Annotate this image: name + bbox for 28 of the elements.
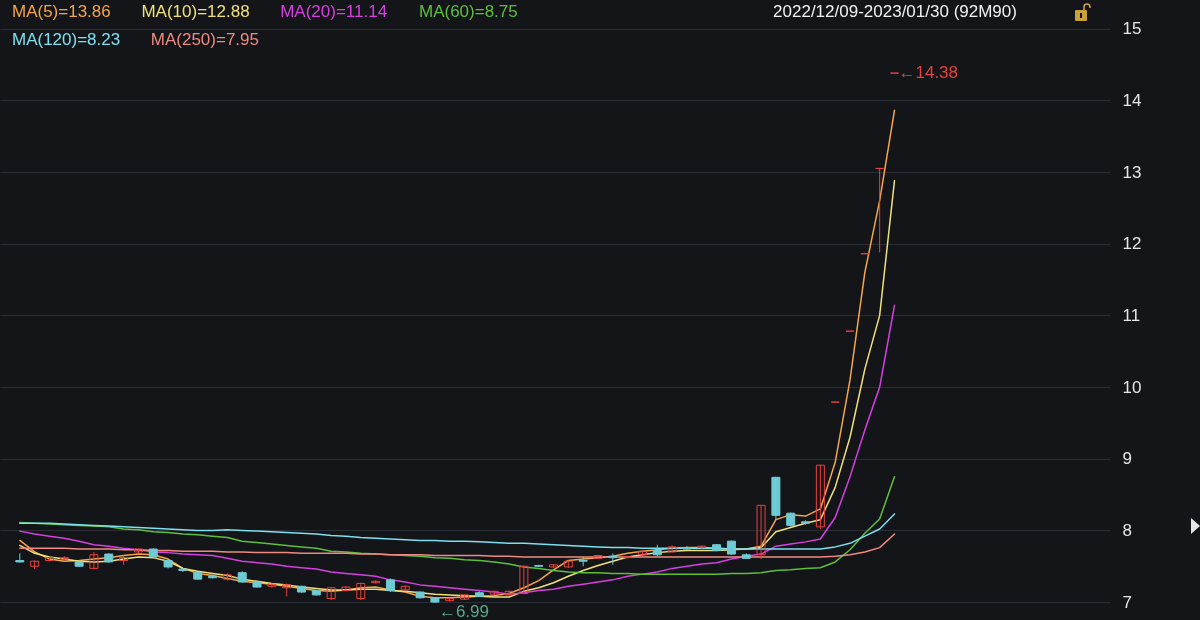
candlestick [519,565,529,595]
candlestick [815,464,825,530]
y-tick-label: 12 [1122,234,1142,254]
candlestick [89,551,99,570]
annotation: ←14.38 [898,63,959,83]
candlestick [756,504,766,560]
y-tick-label: 13 [1122,162,1142,182]
text: MA(120)=8.23 [12,30,121,49]
line-series [19,533,896,558]
text: MA(10)=12.88 [141,2,250,21]
y-tick-label: 7 [1122,592,1132,612]
line-series [19,475,896,575]
text: MA(60)=8.75 [419,2,518,21]
y-tick-label: 9 [1122,449,1132,469]
text: MA(250)=7.95 [150,30,259,49]
y-tick-label: 11 [1122,305,1141,325]
y-tick-label: 8 [1122,520,1132,540]
candlestick [593,554,603,560]
chart-title: 2022/12/09-2023/01/30 (92M90) [773,2,1017,21]
text: MA(20)=11.14 [280,2,388,21]
y-tick-label: 14 [1122,90,1142,110]
y-tick-label: 10 [1122,377,1142,397]
candlestick [667,544,677,554]
candlestick [326,586,336,601]
text: MA(5)=13.86 [12,2,111,21]
line-series [19,304,896,595]
annotation: ←6.99 [438,601,490,620]
y-tick-label: 15 [1122,19,1142,39]
